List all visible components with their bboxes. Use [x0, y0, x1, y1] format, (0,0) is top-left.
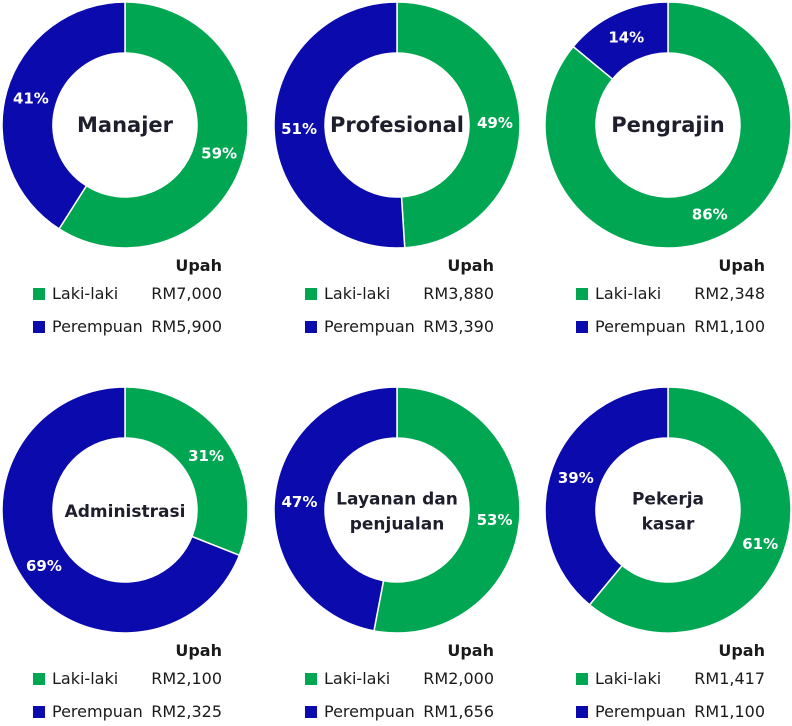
legend-row-female: Perempuan RM1,100 — [576, 317, 765, 339]
legend-swatch — [305, 673, 317, 685]
legend-row-female: Perempuan RM2,325 — [33, 702, 222, 724]
legend-wage-header: Upah — [447, 641, 494, 660]
chart-center-title: penjualan — [350, 515, 445, 535]
legend-row-male: Laki-laki RM2,348 — [576, 284, 765, 306]
legend-wage-value: RM1,656 — [423, 702, 494, 721]
legend-row-male: Laki-laki RM3,880 — [305, 284, 494, 306]
slice-percent-label: 51% — [281, 120, 317, 138]
legend-label: Perempuan — [324, 702, 415, 721]
legend-wage-value: RM2,100 — [151, 669, 222, 688]
slice-male — [58, 1, 249, 249]
slice-female — [572, 1, 669, 81]
legend-label: Perempuan — [324, 317, 415, 336]
legend-wage-value: RM1,100 — [694, 702, 765, 721]
slice-female — [1, 386, 241, 634]
slice-male — [544, 1, 792, 249]
legend-swatch — [305, 288, 317, 300]
legend-wage-header: Upah — [718, 641, 765, 660]
legend-wage-value: RM5,900 — [151, 317, 222, 336]
legend-row-female: Perempuan RM1,656 — [305, 702, 494, 724]
legend-swatch — [33, 673, 45, 685]
slice-percent-label: 41% — [13, 90, 49, 108]
legend-wage-header: Upah — [175, 641, 222, 660]
legend-row-male: Laki-laki RM7,000 — [33, 284, 222, 306]
legend-wage-header: Upah — [447, 256, 494, 275]
slice-percent-label: 61% — [742, 535, 778, 553]
legend-wage-value: RM2,348 — [694, 284, 765, 303]
donut-chart-6: 61% 39% Pekerja kasar — [544, 386, 792, 634]
legend-swatch — [576, 706, 588, 718]
legend-swatch — [576, 321, 588, 333]
legend-swatch — [576, 673, 588, 685]
legend-row-male: Laki-laki RM2,100 — [33, 669, 222, 691]
legend-label: Laki-laki — [52, 284, 119, 303]
legend-swatch — [305, 321, 317, 333]
legend-wage-value: RM2,000 — [423, 669, 494, 688]
chart-center-title: Pekerja — [632, 490, 704, 510]
legend-wage-value: RM7,000 — [151, 284, 222, 303]
slice-male — [588, 386, 792, 634]
legend-label: Laki-laki — [595, 284, 662, 303]
chart-center-title: Administrasi — [65, 502, 186, 522]
legend-label: Laki-laki — [324, 669, 391, 688]
legend-label: Perempuan — [595, 317, 686, 336]
slice-female — [273, 1, 406, 249]
legend-wage-header: Upah — [175, 256, 222, 275]
chart-center-title: kasar — [642, 515, 695, 535]
legend-label: Perempuan — [52, 702, 143, 721]
slice-female — [544, 386, 669, 606]
legend-wage-value: RM3,390 — [423, 317, 494, 336]
legend-wage-value: RM1,100 — [694, 317, 765, 336]
donut-chart-2: 49% 51% Profesional — [273, 1, 521, 249]
slice-percent-label: 39% — [558, 469, 594, 487]
slice-percent-label: 86% — [692, 206, 728, 224]
legend-row-male: Laki-laki RM1,417 — [576, 669, 765, 691]
donut-chart-4: 31% 69% Administrasi — [1, 386, 249, 634]
chart-center-title: Layanan dan — [336, 490, 458, 510]
slice-female — [273, 386, 398, 632]
slice-percent-label: 69% — [26, 557, 62, 575]
legend-wage-header: Upah — [718, 256, 765, 275]
legend-label: Laki-laki — [595, 669, 662, 688]
legend-label: Perempuan — [595, 702, 686, 721]
legend-wage-value: RM2,325 — [151, 702, 222, 721]
chart-center-title: Profesional — [330, 113, 464, 137]
legend-row-female: Perempuan RM1,100 — [576, 702, 765, 724]
legend-row-male: Laki-laki RM2,000 — [305, 669, 494, 691]
slice-percent-label: 47% — [281, 493, 317, 511]
legend-wage-value: RM1,417 — [694, 669, 765, 688]
donut-chart-5: 53% 47% Layanan dan penjualan — [273, 386, 521, 634]
slice-male — [396, 1, 521, 249]
chart-center-title: Manajer — [77, 113, 174, 137]
donut-chart-3: 86% 14% Pengrajin — [544, 1, 792, 249]
legend-swatch — [33, 706, 45, 718]
legend-label: Laki-laki — [52, 669, 119, 688]
slice-percent-label: 53% — [477, 511, 513, 529]
slice-female — [1, 1, 126, 230]
slice-percent-label: 59% — [201, 144, 237, 162]
slice-percent-label: 49% — [477, 114, 513, 132]
slice-percent-label: 31% — [188, 447, 224, 465]
legend-row-female: Perempuan RM3,390 — [305, 317, 494, 339]
legend-label: Perempuan — [52, 317, 143, 336]
legend-swatch — [576, 288, 588, 300]
slice-percent-label: 14% — [608, 28, 644, 46]
legend-swatch — [33, 288, 45, 300]
donut-chart-1: 59% 41% Manajer — [1, 1, 249, 249]
chart-center-title: Pengrajin — [611, 113, 725, 137]
slice-male — [373, 386, 521, 634]
legend-wage-value: RM3,880 — [423, 284, 494, 303]
legend-row-female: Perempuan RM5,900 — [33, 317, 222, 339]
slice-male — [124, 386, 249, 557]
legend-swatch — [33, 321, 45, 333]
legend-swatch — [305, 706, 317, 718]
legend-label: Laki-laki — [324, 284, 391, 303]
